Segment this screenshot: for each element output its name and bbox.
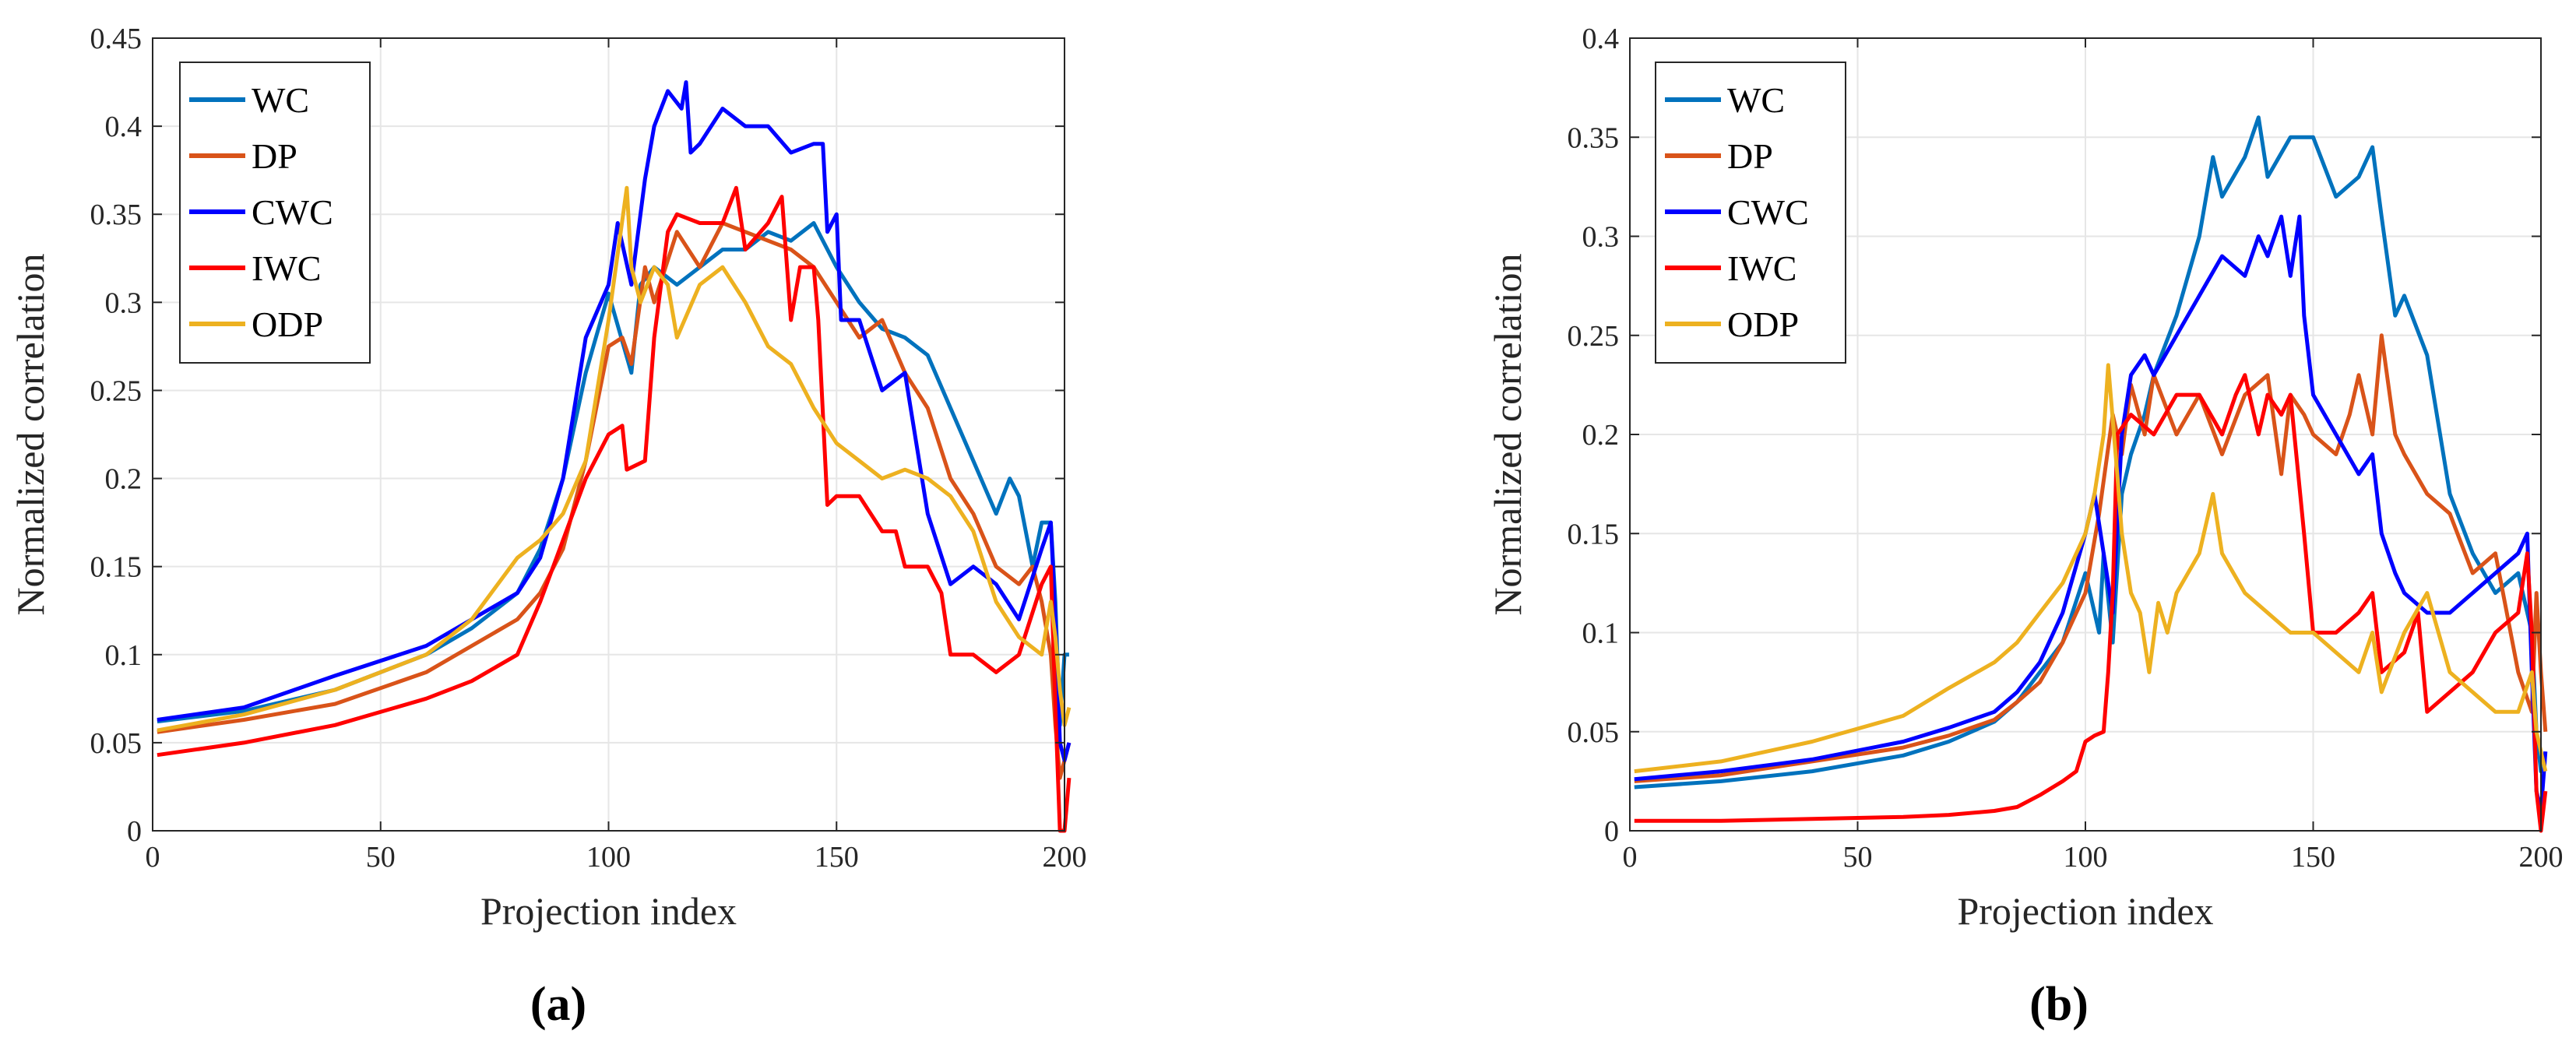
y-tick-label: 0.25 bbox=[90, 375, 143, 407]
x-tick-label: 150 bbox=[2291, 841, 2335, 874]
x-tick-label: 150 bbox=[815, 841, 859, 874]
y-tick-label: 0.35 bbox=[90, 199, 143, 231]
series-line-iwc bbox=[157, 185, 1072, 833]
y-tick-label: 0.45 bbox=[90, 23, 143, 55]
legend-label-iwc: IWC bbox=[1727, 248, 1797, 288]
chart-panel-a: 0 50 100 150 200 0 0.05 0.1 0.15 0.2 0.25 0.3 0.35 0.… bbox=[9, 23, 1087, 1031]
y-tick-label: 0.15 bbox=[90, 551, 143, 584]
x-axis-label: Projection index bbox=[480, 889, 737, 933]
series-line-iwc bbox=[1634, 373, 2548, 833]
x-tick-label: 50 bbox=[1843, 841, 1873, 874]
panel-label: (b) bbox=[2029, 978, 2089, 1031]
series-line-dp bbox=[1634, 333, 2548, 783]
panel-label: (a) bbox=[530, 978, 586, 1031]
legend: WC DP CWC IWC ODP bbox=[179, 62, 371, 364]
legend-label-wc: WC bbox=[252, 80, 309, 120]
legend-label-dp: DP bbox=[252, 136, 297, 176]
y-tick-label: 0.1 bbox=[105, 639, 143, 672]
x-tick-label: 50 bbox=[366, 841, 396, 874]
series-line-odp bbox=[1634, 363, 2548, 774]
series-line-cwc bbox=[1634, 214, 2548, 813]
series-line-dp bbox=[157, 221, 1072, 780]
y-tick-label: 0.15 bbox=[1568, 518, 1620, 550]
x-tick-label: 100 bbox=[586, 841, 631, 874]
y-tick-label: 0.2 bbox=[105, 463, 143, 496]
legend-label-odp: ODP bbox=[252, 304, 323, 344]
legend-label-cwc: CWC bbox=[252, 192, 333, 232]
y-tick-label: 0.4 bbox=[1582, 23, 1620, 55]
y-tick-label: 0 bbox=[1604, 815, 1619, 848]
series-line-wc bbox=[1634, 115, 2546, 790]
x-tick-label: 0 bbox=[146, 841, 160, 874]
y-tick-label: 0.4 bbox=[105, 111, 143, 143]
series-line-odp bbox=[157, 185, 1072, 733]
y-tick-label: 0.05 bbox=[1568, 716, 1620, 749]
y-tick-label: 0.1 bbox=[1582, 617, 1620, 650]
y-axis-label: Normalized correlation bbox=[9, 253, 52, 615]
y-tick-label: 0 bbox=[127, 815, 142, 848]
legend: WC DP CWC IWC ODP bbox=[1655, 62, 1846, 364]
chart-panel-b: 0 50 100 150 200 0 0.05 0.1 0.15 0.2 0.25 0.3 0.35 0.… bbox=[1486, 23, 2564, 1031]
x-tick-label: 0 bbox=[1623, 841, 1638, 874]
legend-label-wc: WC bbox=[1727, 80, 1785, 120]
legend-label-dp: DP bbox=[1727, 136, 1773, 176]
y-axis-label: Normalized correlation bbox=[1486, 253, 1529, 615]
x-tick-label: 200 bbox=[1043, 841, 1087, 874]
y-tick-label: 0.05 bbox=[90, 727, 143, 760]
series-line-cwc bbox=[157, 80, 1072, 762]
y-tick-label: 0.3 bbox=[105, 287, 143, 319]
y-tick-label: 0.25 bbox=[1568, 320, 1620, 353]
y-tick-label: 0.2 bbox=[1582, 419, 1620, 452]
legend-label-cwc: CWC bbox=[1727, 192, 1809, 232]
x-axis-label: Projection index bbox=[1957, 889, 2213, 933]
y-tick-label: 0.3 bbox=[1582, 221, 1620, 254]
legend-label-odp: ODP bbox=[1727, 304, 1799, 344]
legend-label-iwc: IWC bbox=[252, 248, 321, 288]
y-tick-label: 0.35 bbox=[1568, 121, 1620, 154]
x-tick-label: 200 bbox=[2519, 841, 2564, 874]
x-tick-label: 100 bbox=[2064, 841, 2108, 874]
